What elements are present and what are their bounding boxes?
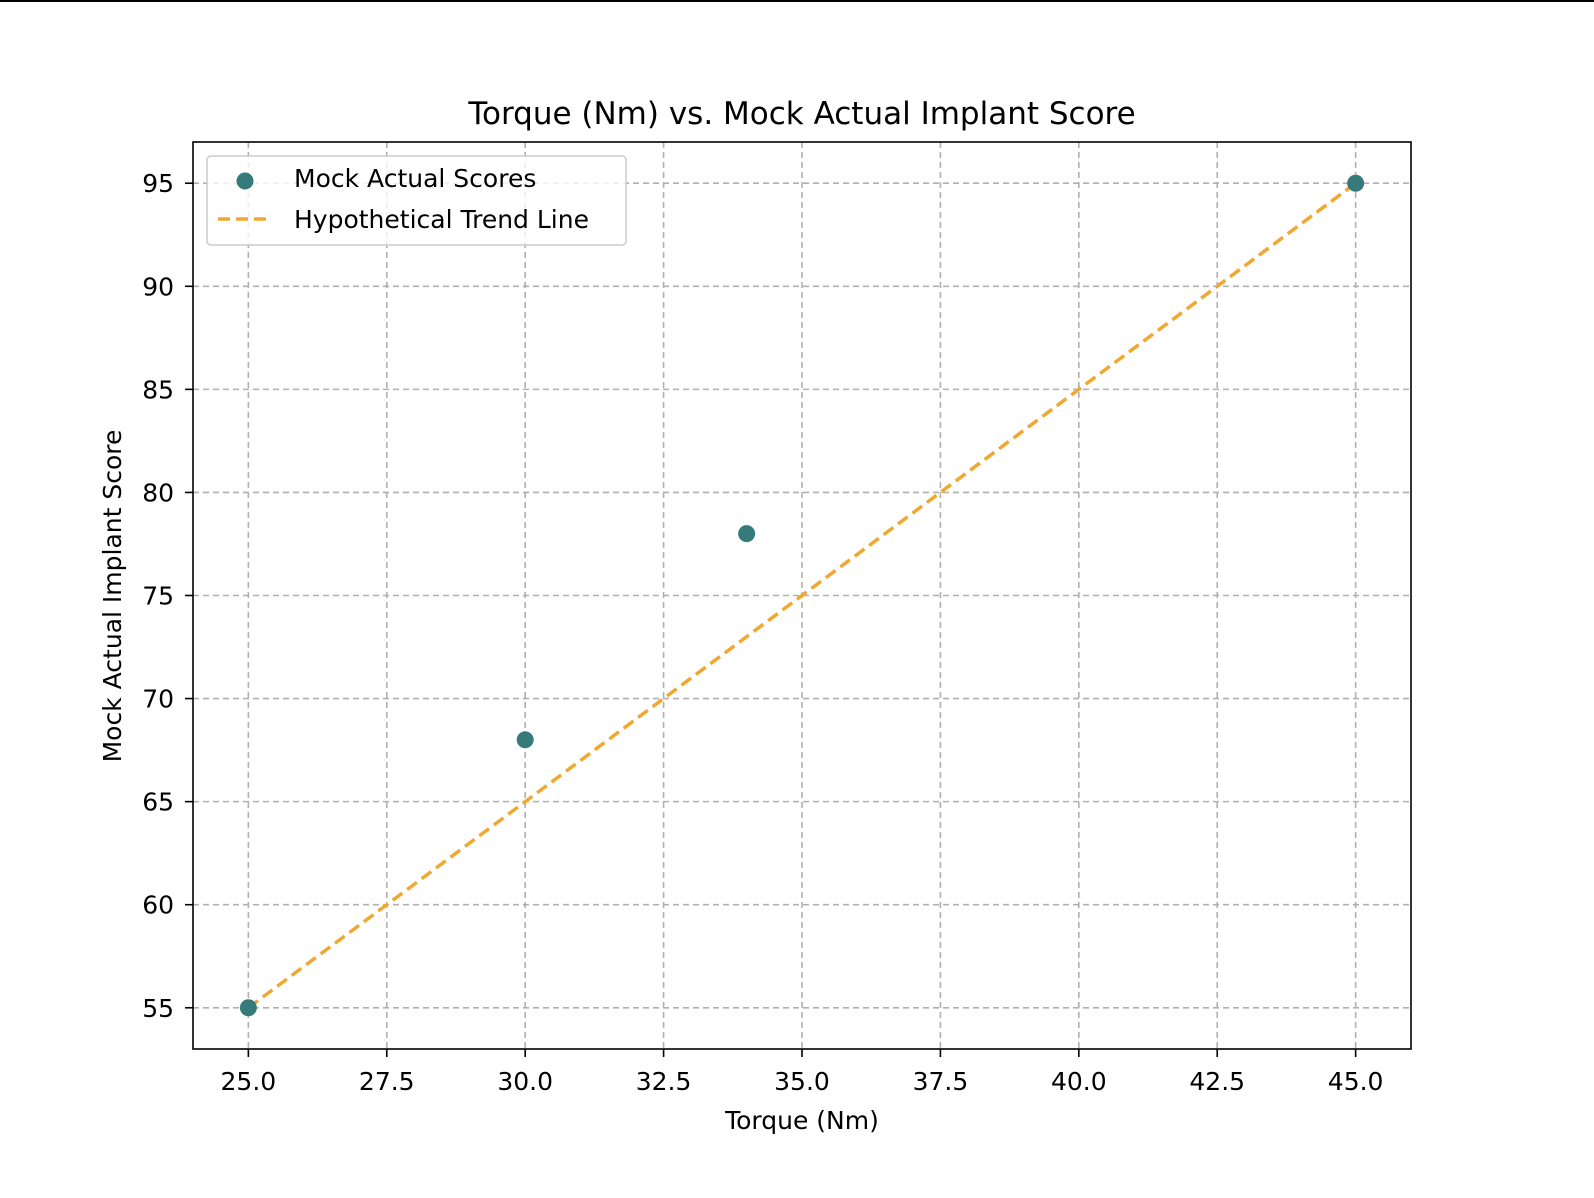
- top-border-rule: [0, 0, 1594, 2]
- y-tick-label: 95: [142, 169, 174, 198]
- x-tick-label: 27.5: [359, 1067, 415, 1096]
- x-tick-label: 35.0: [774, 1067, 830, 1096]
- data-point: [738, 525, 756, 543]
- x-tick-label: 42.5: [1189, 1067, 1245, 1096]
- x-axis-ticks: 25.0 27.5 30.0 32.5 35.0 37.5 40.0 42.5 45.0: [221, 1049, 1384, 1096]
- y-tick-label: 70: [142, 685, 174, 714]
- legend-box: [206, 155, 627, 246]
- x-tick-label: 40.0: [1051, 1067, 1107, 1096]
- y-axis-ticks: 55 60 65 70 75 80 85 90 95: [142, 169, 193, 1023]
- x-tick-label: 37.5: [913, 1067, 969, 1096]
- y-tick-label: 60: [142, 891, 174, 920]
- trend-line-layer: [247, 181, 1357, 1010]
- legend: Mock Actual Scores Hypothetical Trend Li…: [206, 155, 627, 246]
- x-tick-label: 30.0: [497, 1067, 553, 1096]
- x-tick-label: 32.5: [636, 1067, 692, 1096]
- trend-line: [247, 181, 1357, 1010]
- data-points: [239, 174, 1365, 1017]
- data-point: [239, 999, 257, 1017]
- x-tick-label: 45.0: [1328, 1067, 1384, 1096]
- y-tick-label: 80: [142, 478, 174, 507]
- y-tick-label: 65: [142, 788, 174, 817]
- legend-marker-scatter: [236, 172, 254, 190]
- x-tick-label: 25.0: [221, 1067, 277, 1096]
- grid-lines: [193, 142, 1411, 1049]
- y-tick-label: 75: [142, 582, 174, 611]
- x-axis-label: Torque (Nm): [724, 1106, 879, 1135]
- legend-label-trend-line: Hypothetical Trend Line: [294, 205, 589, 234]
- y-tick-label: 85: [142, 375, 174, 404]
- chart-title: Torque (Nm) vs. Mock Actual Implant Scor…: [467, 96, 1135, 132]
- y-tick-label: 55: [142, 994, 174, 1023]
- y-tick-label: 90: [142, 272, 174, 301]
- legend-label-scatter: Mock Actual Scores: [294, 164, 536, 193]
- data-point: [1347, 174, 1365, 192]
- y-axis-label: Mock Actual Implant Score: [98, 430, 127, 763]
- data-point: [516, 731, 534, 749]
